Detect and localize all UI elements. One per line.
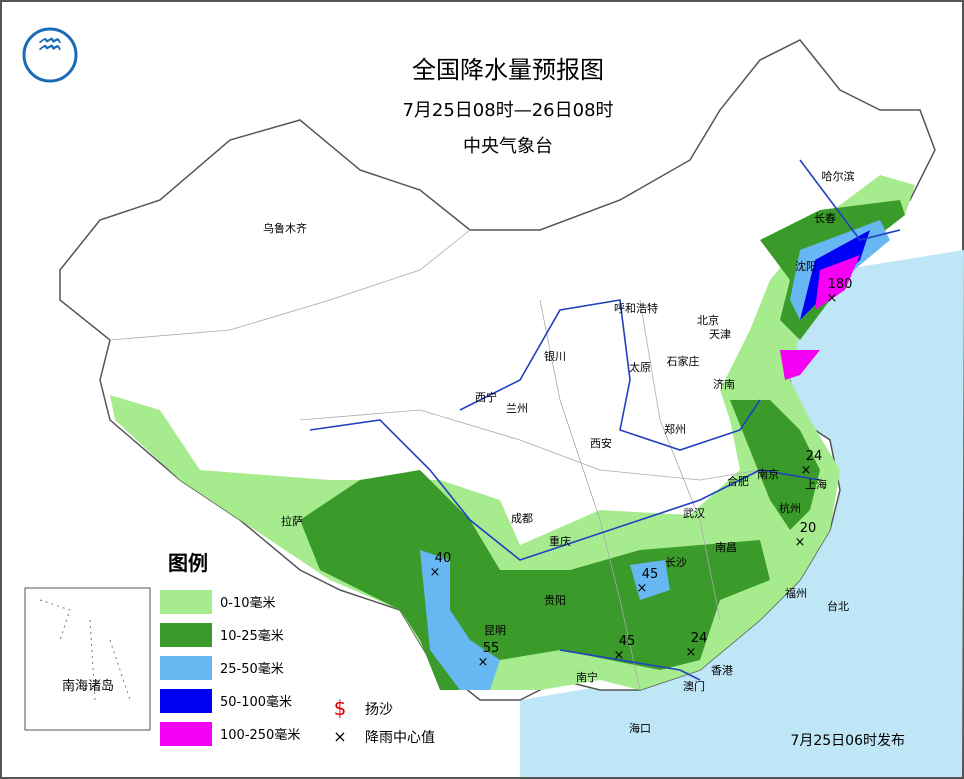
city-label: 西宁 bbox=[475, 390, 497, 404]
city-label: 沈阳 bbox=[795, 259, 817, 273]
rain-zone bbox=[420, 550, 500, 690]
city-label: 南宁 bbox=[576, 670, 598, 684]
city-label: 台北 bbox=[827, 599, 849, 613]
rain-zone bbox=[300, 470, 770, 690]
footer: 7月25日06时发布 bbox=[790, 733, 905, 749]
city-label: 长春 bbox=[814, 212, 836, 225]
issuer: 中央气象台 bbox=[463, 136, 553, 157]
rain-center-mark: × bbox=[430, 565, 441, 580]
city-label: 银川 bbox=[544, 349, 566, 363]
rain-center-mark: × bbox=[478, 655, 489, 670]
rain-center-value: 45 bbox=[619, 634, 636, 649]
city-label: 福州 bbox=[785, 586, 807, 600]
rain-center-mark: × bbox=[686, 645, 697, 660]
province-borders bbox=[109, 229, 761, 691]
inset-box bbox=[24, 587, 151, 731]
legend-swatch bbox=[160, 623, 212, 647]
rain-center-value: 45 bbox=[642, 567, 659, 582]
city-label: 太原 bbox=[629, 361, 651, 374]
rain-center-value: 24 bbox=[806, 449, 823, 464]
city-label: 南京 bbox=[757, 467, 779, 481]
sand-symbol: $ bbox=[334, 696, 347, 720]
city-label: 呼和浩特 bbox=[614, 301, 658, 315]
rain-zone bbox=[815, 255, 860, 310]
rain-center-mark: × bbox=[795, 535, 806, 550]
city-label: 澳门 bbox=[683, 679, 705, 693]
rain-center-value: 20 bbox=[800, 521, 817, 536]
city-label: 杭州 bbox=[779, 501, 801, 515]
city-label: 兰州 bbox=[506, 402, 528, 415]
city-label: 乌鲁木齐 bbox=[263, 221, 307, 235]
legend-swatch bbox=[160, 689, 212, 713]
city-label: 上海 bbox=[805, 477, 827, 491]
sea bbox=[520, 250, 964, 777]
legend-symbol: 降雨中心值 bbox=[365, 730, 435, 746]
logo: ♒ bbox=[37, 28, 64, 63]
rain-center-mark: × bbox=[637, 581, 648, 596]
inset-islands bbox=[39, 599, 131, 701]
rain-center-value: 55 bbox=[483, 641, 500, 656]
rain-center-value: 40 bbox=[435, 551, 452, 566]
legend-title: 图例 bbox=[168, 551, 208, 575]
city-label: 济南 bbox=[713, 377, 735, 391]
city-label: 长沙 bbox=[665, 556, 687, 569]
rain-zones bbox=[110, 175, 915, 690]
city-label: 南昌 bbox=[715, 541, 737, 554]
city-label: 重庆 bbox=[549, 534, 571, 548]
legend-symbol: 扬沙 bbox=[365, 702, 393, 718]
center-symbol: × bbox=[333, 727, 346, 746]
title: 全国降水量预报图 bbox=[412, 56, 604, 84]
legend-label: 25-50毫米 bbox=[220, 661, 284, 677]
city-label: 香港 bbox=[711, 664, 733, 677]
city-label: 成都 bbox=[511, 512, 533, 525]
legend-swatch bbox=[160, 722, 212, 746]
legend-swatch bbox=[160, 656, 212, 680]
rain-center-mark: × bbox=[614, 648, 625, 663]
city-label: 北京 bbox=[697, 313, 719, 327]
city-label: 贵阳 bbox=[544, 594, 566, 607]
rain-center-value: 24 bbox=[691, 631, 708, 646]
city-label: 海口 bbox=[629, 721, 651, 735]
city-label: 石家庄 bbox=[667, 354, 700, 368]
city-label: 西安 bbox=[590, 436, 612, 450]
rain-center-mark: × bbox=[801, 463, 812, 478]
city-label: 合肥 bbox=[727, 474, 749, 488]
legend-label: 0-10毫米 bbox=[220, 595, 276, 611]
city-label: 昆明 bbox=[484, 624, 506, 637]
legend-swatch bbox=[160, 590, 212, 614]
city-label: 拉萨 bbox=[281, 514, 303, 528]
logo-ring bbox=[22, 27, 78, 83]
rain-center-value: 180 bbox=[828, 277, 853, 292]
rain-zone bbox=[780, 350, 820, 380]
rivers bbox=[309, 159, 901, 681]
city-label: 郑州 bbox=[664, 422, 686, 436]
period: 7月25日08时—26日08时 bbox=[402, 100, 613, 121]
legend-label: 10-25毫米 bbox=[220, 628, 284, 644]
legend-label: 100-250毫米 bbox=[220, 727, 300, 743]
city-label: 武汉 bbox=[683, 507, 705, 520]
legend-label: 50-100毫米 bbox=[220, 694, 292, 710]
rain-zone bbox=[730, 400, 820, 530]
city-label: 哈尔滨 bbox=[822, 169, 855, 183]
inset-label: 南海诸岛 bbox=[62, 678, 114, 694]
rain-center-mark: × bbox=[827, 291, 838, 306]
rain-zone bbox=[630, 560, 670, 600]
city-label: 天津 bbox=[709, 328, 731, 341]
